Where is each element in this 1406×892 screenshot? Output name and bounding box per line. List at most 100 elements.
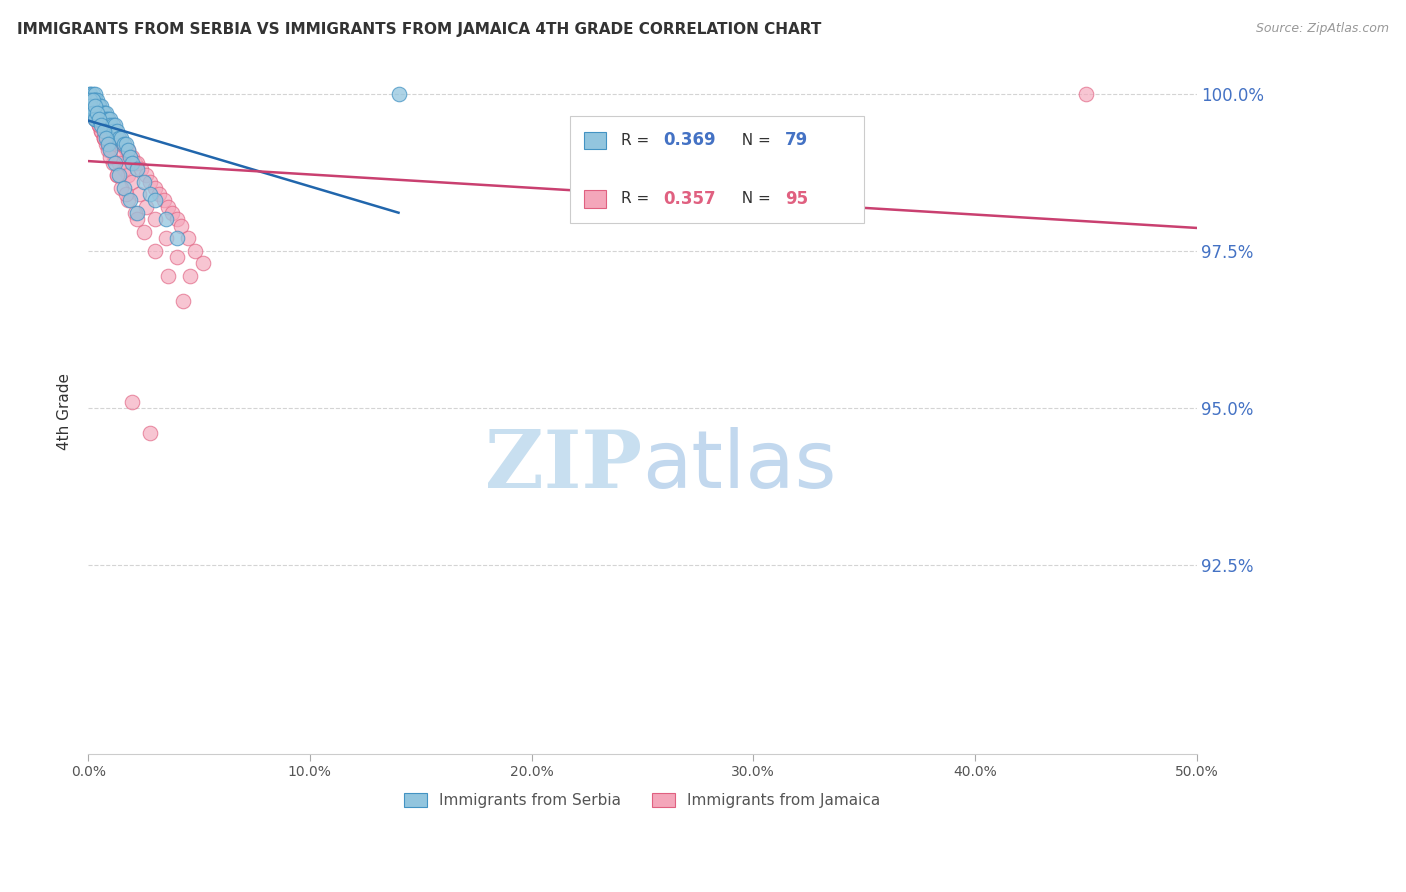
Text: IMMIGRANTS FROM SERBIA VS IMMIGRANTS FROM JAMAICA 4TH GRADE CORRELATION CHART: IMMIGRANTS FROM SERBIA VS IMMIGRANTS FRO… [17,22,821,37]
Point [82,93,104,107]
Point [89,112,111,126]
Point [105,124,128,138]
Text: 79: 79 [786,131,808,150]
Point [79,99,101,113]
Point [121,155,143,169]
Point [143,244,166,258]
Text: 95: 95 [786,190,808,208]
Point [131,162,153,177]
Point [90,118,112,132]
Point [143,181,166,195]
Point [82,99,104,113]
Point [162,206,184,220]
Point [105,130,128,145]
Point [117,194,139,208]
Point [166,212,188,227]
Point [79,93,101,107]
Point [89,99,111,113]
Point [97,118,120,132]
Point [94,105,117,120]
Point [124,206,146,220]
Point [117,169,139,183]
Point [86,99,108,113]
Text: atlas: atlas [643,426,837,505]
Point [125,155,148,169]
Point [86,112,108,126]
Point [166,231,188,245]
Point [110,181,132,195]
Point [152,194,174,208]
Point [98,112,121,126]
Point [105,169,128,183]
Point [94,118,117,132]
Point [86,105,108,120]
Point [98,143,121,157]
Point [82,93,104,107]
Text: N =: N = [733,191,776,206]
Point [121,149,143,163]
FancyBboxPatch shape [583,131,606,149]
Point [117,143,139,157]
Point [110,130,132,145]
Point [90,105,112,120]
Point [179,268,201,283]
Point [82,99,104,113]
Point [89,99,111,113]
Point [112,136,135,151]
Point [83,105,105,120]
Point [101,155,124,169]
Point [115,187,138,202]
Point [86,112,108,126]
Point [156,200,179,214]
Point [183,244,205,258]
Point [125,206,148,220]
Point [82,87,104,101]
Point [148,187,170,202]
Point [90,112,112,126]
Point [83,105,105,120]
Point [82,105,104,120]
Point [135,200,157,214]
Point [82,99,104,113]
Point [82,105,104,120]
Point [98,124,121,138]
Point [79,93,101,107]
Point [93,124,115,138]
Point [98,143,121,157]
Point [104,155,127,169]
Point [94,112,117,126]
Point [83,105,105,120]
Point [93,105,115,120]
Point [155,212,177,227]
Text: R =: R = [621,133,654,148]
Point [93,130,115,145]
Point [108,130,131,145]
Point [132,175,155,189]
Text: 0.369: 0.369 [664,131,716,150]
Text: 0.357: 0.357 [664,190,716,208]
Point [101,124,124,138]
Point [89,118,111,132]
Text: R =: R = [621,191,654,206]
Point [120,149,142,163]
Point [105,169,128,183]
Point [120,149,142,163]
Point [108,169,131,183]
Point [94,112,117,126]
Point [101,118,124,132]
Point [112,136,135,151]
Point [104,124,127,138]
Point [177,231,200,245]
Point [97,112,120,126]
Point [83,105,105,120]
Point [139,187,162,202]
Text: Source: ZipAtlas.com: Source: ZipAtlas.com [1256,22,1389,36]
Point [108,130,131,145]
Point [82,105,104,120]
Point [93,130,115,145]
Point [121,175,143,189]
Point [97,136,120,151]
Point [135,169,157,183]
Point [83,112,105,126]
Point [89,112,111,126]
